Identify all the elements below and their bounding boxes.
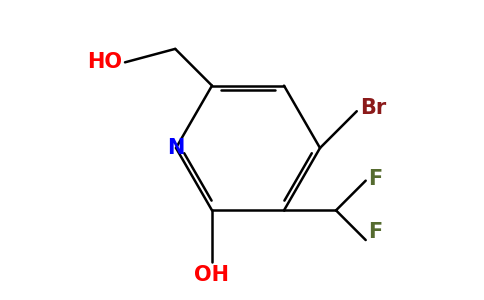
Text: F: F	[368, 169, 382, 189]
Text: N: N	[167, 138, 185, 158]
Text: Br: Br	[360, 98, 386, 118]
Text: F: F	[368, 222, 382, 242]
Text: OH: OH	[195, 266, 229, 285]
Text: HO: HO	[87, 52, 122, 72]
